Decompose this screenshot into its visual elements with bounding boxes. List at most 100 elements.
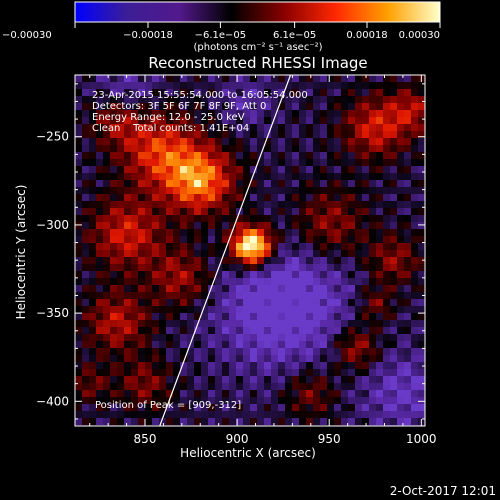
heatmap-cell <box>201 271 209 279</box>
heatmap-cell <box>222 376 230 384</box>
heatmap-cell <box>243 229 251 237</box>
heatmap-cell <box>222 138 230 146</box>
heatmap-cell <box>166 243 174 251</box>
heatmap-cell <box>89 348 97 356</box>
heatmap-cell <box>75 89 83 97</box>
heatmap-cell <box>411 187 419 195</box>
heatmap-cell <box>180 208 188 216</box>
heatmap-cell <box>215 82 223 90</box>
heatmap-cell <box>285 215 293 223</box>
heatmap-cell <box>250 376 258 384</box>
heatmap-cell <box>208 236 216 244</box>
heatmap-cell <box>306 159 314 167</box>
heatmap-cell <box>369 152 377 160</box>
heatmap-cell <box>187 278 195 286</box>
heatmap-cell <box>355 124 363 132</box>
heatmap-cell <box>110 355 118 363</box>
heatmap-cell <box>397 215 405 223</box>
heatmap-cell <box>257 117 265 125</box>
heatmap-cell <box>348 201 356 209</box>
heatmap-cell <box>320 376 328 384</box>
heatmap-cell <box>208 271 216 279</box>
heatmap-cell <box>96 138 104 146</box>
heatmap-cell <box>236 89 244 97</box>
heatmap-cell <box>313 75 321 83</box>
heatmap-cell <box>180 131 188 139</box>
heatmap-cell <box>404 390 412 398</box>
heatmap-cell <box>187 348 195 356</box>
heatmap-cell <box>369 82 377 90</box>
heatmap-cell <box>250 327 258 335</box>
heatmap-cell <box>243 390 251 398</box>
heatmap-cell <box>145 271 153 279</box>
heatmap-cell <box>75 418 83 426</box>
heatmap-cell <box>348 376 356 384</box>
heatmap-cell <box>250 208 258 216</box>
heatmap-cell <box>229 208 237 216</box>
heatmap-cell <box>376 103 384 111</box>
heatmap-cell <box>215 362 223 370</box>
heatmap-cell <box>250 103 258 111</box>
heatmap-cell <box>313 201 321 209</box>
heatmap-cell <box>369 306 377 314</box>
heatmap-cell <box>404 208 412 216</box>
heatmap-cell <box>334 222 342 230</box>
heatmap-cell <box>229 348 237 356</box>
heatmap-cell <box>124 152 132 160</box>
heatmap-cell <box>285 299 293 307</box>
heatmap-cell <box>243 362 251 370</box>
heatmap-cell <box>264 418 272 426</box>
heatmap-cell <box>215 236 223 244</box>
heatmap-cell <box>250 173 258 181</box>
heatmap-cell <box>362 75 370 83</box>
heatmap-cell <box>411 369 419 377</box>
heatmap-cell <box>404 292 412 300</box>
heatmap-cell <box>390 194 398 202</box>
heatmap-cell <box>341 257 349 265</box>
heatmap-cell <box>110 320 118 328</box>
heatmap-cell <box>208 418 216 426</box>
heatmap-cell <box>369 397 377 405</box>
heatmap-cell <box>201 306 209 314</box>
heatmap-cell <box>180 257 188 265</box>
heatmap-cell <box>383 103 391 111</box>
heatmap-cell <box>278 236 286 244</box>
heatmap-cell <box>187 110 195 118</box>
annotation-energy-range: Energy Range: 12.0 - 25.0 keV <box>92 112 245 123</box>
heatmap-cell <box>243 194 251 202</box>
heatmap-cell <box>222 152 230 160</box>
heatmap-cell <box>404 201 412 209</box>
heatmap-cell <box>313 299 321 307</box>
heatmap-cell <box>166 152 174 160</box>
heatmap-cell <box>82 110 90 118</box>
heatmap-cell <box>355 180 363 188</box>
heatmap-cell <box>271 348 279 356</box>
heatmap-cell <box>327 313 335 321</box>
heatmap-cell <box>250 138 258 146</box>
heatmap-cell <box>299 145 307 153</box>
heatmap-cell <box>334 404 342 412</box>
heatmap-cell <box>390 208 398 216</box>
heatmap-cell <box>369 292 377 300</box>
heatmap-cell <box>369 285 377 293</box>
heatmap-cell <box>271 418 279 426</box>
heatmap-cell <box>145 327 153 335</box>
heatmap-cell <box>117 264 125 272</box>
heatmap-cell <box>89 180 97 188</box>
heatmap-cell <box>117 257 125 265</box>
heatmap-cell <box>229 145 237 153</box>
heatmap-cell <box>215 110 223 118</box>
heatmap-cell <box>292 131 300 139</box>
heatmap-cell <box>271 278 279 286</box>
heatmap-cell <box>124 327 132 335</box>
heatmap-cell <box>117 131 125 139</box>
heatmap-cell <box>208 257 216 265</box>
heatmap-cell <box>124 117 132 125</box>
colorbar-tick-label: 0.00018 <box>346 30 387 41</box>
heatmap-cell <box>320 89 328 97</box>
heatmap-cell <box>96 278 104 286</box>
heatmap-cell <box>292 348 300 356</box>
heatmap-cell <box>152 222 160 230</box>
heatmap-cell <box>194 397 202 405</box>
heatmap-cell <box>257 376 265 384</box>
